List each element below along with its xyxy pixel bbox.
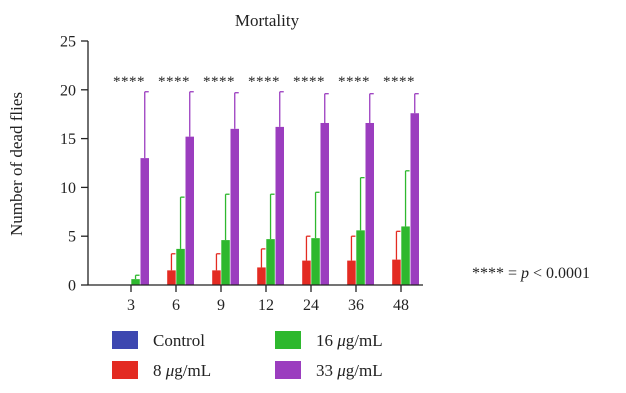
bar <box>167 270 176 285</box>
significance-stars: **** <box>248 74 280 90</box>
x-tick-label: 12 <box>258 297 274 314</box>
legend-swatch <box>275 331 301 349</box>
legend-label-number: 16 <box>316 331 337 350</box>
significance-stars: **** <box>293 74 325 90</box>
bar <box>320 122 329 285</box>
bar <box>140 158 149 285</box>
significance-stars: **** <box>113 74 145 90</box>
bar <box>266 239 275 285</box>
legend-label: 33 μg/mL <box>316 361 383 380</box>
significance-note-stars: **** <box>472 265 504 282</box>
y-tick-label: 10 <box>60 180 76 197</box>
legend-label-unit: g/mL <box>346 361 383 380</box>
y-tick-label: 15 <box>60 131 76 148</box>
chart-title: Mortality <box>235 11 300 30</box>
legend-swatch <box>275 361 301 379</box>
legend-swatch <box>112 331 138 349</box>
significance-stars: **** <box>383 74 415 90</box>
legend-label: 16 μg/mL <box>316 331 383 350</box>
bar <box>176 248 185 285</box>
x-tick-label: 36 <box>348 297 364 314</box>
legend-swatch <box>112 361 138 379</box>
bar <box>185 136 194 285</box>
x-tick-label: 9 <box>217 297 225 314</box>
significance-stars: **** <box>338 74 370 90</box>
bar <box>275 126 284 285</box>
bar <box>230 128 239 285</box>
y-axis-label: Number of dead flies <box>7 92 26 236</box>
legend-label-mu: μ <box>336 361 346 380</box>
x-tick-label: 6 <box>172 297 180 314</box>
significance-note-rest: < 0.0001 <box>529 265 590 282</box>
bar <box>401 226 410 285</box>
y-tick-label: 25 <box>60 34 76 51</box>
bar <box>311 238 320 285</box>
legend-label: 8 μg/mL <box>153 361 211 380</box>
significance-note-p: p <box>520 265 529 282</box>
legend-label-unit: g/mL <box>346 331 383 350</box>
bar <box>347 260 356 285</box>
bar <box>356 230 365 285</box>
x-tick-label: 3 <box>127 297 135 314</box>
significance-stars: **** <box>158 74 190 90</box>
bar <box>257 267 266 285</box>
bar <box>212 270 221 285</box>
legend-label: Control <box>153 331 205 350</box>
bar <box>221 240 230 285</box>
significance-stars: **** <box>203 74 235 90</box>
legend-label-number: 33 <box>316 361 337 380</box>
bar <box>302 260 311 285</box>
legend-label-mu: μ <box>336 331 346 350</box>
y-tick-label: 20 <box>60 82 76 99</box>
significance-note-eq: = <box>504 265 521 282</box>
bar <box>365 122 374 285</box>
bar <box>410 113 419 285</box>
x-tick-label: 24 <box>303 297 319 314</box>
legend-label-unit: g/mL <box>174 361 211 380</box>
significance-note: **** = p < 0.0001 <box>472 265 590 282</box>
legend-label-mu: μ <box>165 361 175 380</box>
x-tick-label: 48 <box>393 297 409 314</box>
y-tick-label: 5 <box>68 229 76 246</box>
bar <box>131 279 140 285</box>
bar <box>392 259 401 285</box>
y-tick-label: 0 <box>68 278 76 295</box>
legend-label-number: 8 <box>153 361 166 380</box>
